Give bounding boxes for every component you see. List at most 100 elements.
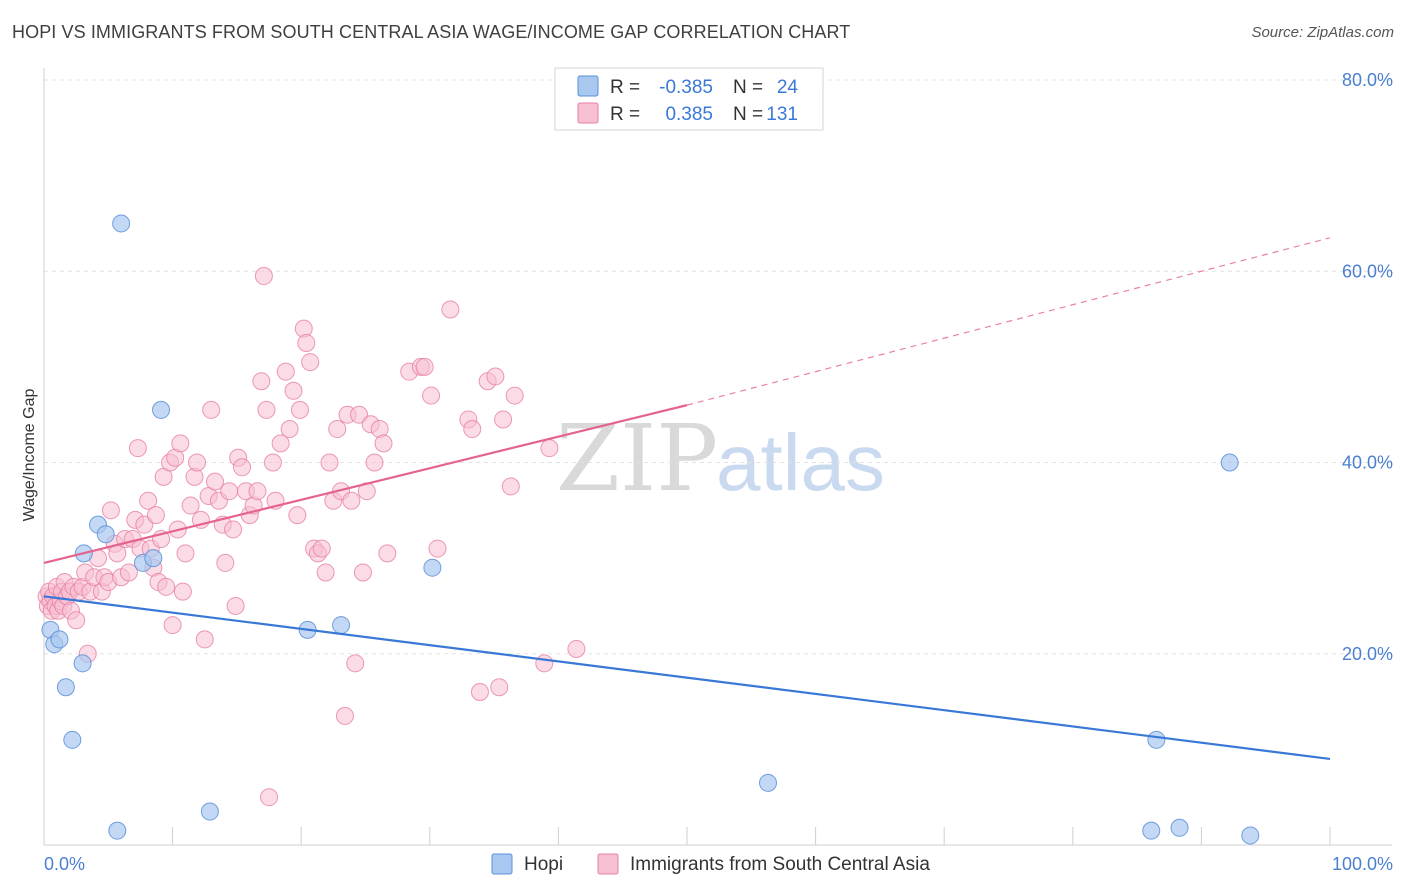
hopi-point-4 xyxy=(63,730,82,749)
immigrants-point-124 xyxy=(535,654,554,673)
immigrants-point-64 xyxy=(216,553,235,572)
immigrants-point-116 xyxy=(463,420,482,439)
axes xyxy=(43,68,1392,846)
immigrants-point-60 xyxy=(202,400,221,419)
chart-title: HOPI VS IMMIGRANTS FROM SOUTH CENTRAL AS… xyxy=(12,22,851,42)
immigrants-point-112 xyxy=(422,386,441,405)
immigrants-point-80 xyxy=(271,434,290,453)
hopi-point-18 xyxy=(759,773,778,792)
legend-n-value-immigrants: 131 xyxy=(766,104,798,125)
hopi-point-14 xyxy=(200,802,219,821)
hopi-point-5 xyxy=(73,654,92,673)
hopi-point-10 xyxy=(112,214,131,233)
legend-r-value-immigrants: 0.385 xyxy=(665,104,713,125)
bottom-legend-swatch-hopi xyxy=(491,853,513,875)
legend-swatch-immigrants xyxy=(577,102,599,124)
immigrants-point-38 xyxy=(135,515,154,534)
immigrants-point-114 xyxy=(441,300,460,319)
watermark: ZIP atlas xyxy=(556,405,885,512)
immigrants-point-93 xyxy=(320,453,339,472)
immigrants-point-66 xyxy=(224,520,243,539)
immigrants-point-39 xyxy=(139,491,158,510)
y-tick-label-80: 80.0% xyxy=(1342,70,1393,90)
immigrants-point-54 xyxy=(181,496,200,515)
legend-box xyxy=(554,67,824,131)
correlation-legend: R = -0.385 N = 24 R = 0.385 N = 131 xyxy=(554,67,824,131)
immigrants-point-53 xyxy=(176,544,195,563)
immigrants-point-121 xyxy=(494,410,513,429)
hopi-point-20 xyxy=(1147,730,1166,749)
immigrants-point-81 xyxy=(276,362,295,381)
immigrants-trend-line xyxy=(43,404,688,564)
bottom-legend-swatch-immigrants xyxy=(597,853,619,875)
immigrants-point-33 xyxy=(119,563,138,582)
immigrants-point-108 xyxy=(378,544,397,563)
hopi-point-9 xyxy=(108,821,127,840)
hopi-point-19 xyxy=(1142,821,1161,840)
hopi-point-13 xyxy=(152,400,171,419)
immigrants-point-100 xyxy=(346,654,365,673)
legend-r-label-immigrants: R = xyxy=(610,104,640,125)
grid-lines xyxy=(44,79,1392,655)
legend-n-label-hopi: N = xyxy=(733,77,763,98)
series-legend: Hopi Immigrants from South Central Asia xyxy=(491,853,930,875)
immigrants-point-123 xyxy=(505,386,524,405)
legend-r-value-hopi: -0.385 xyxy=(659,77,713,98)
hopi-point-23 xyxy=(1241,826,1260,845)
immigrants-trend-extension xyxy=(686,237,1331,406)
hopi-point-12 xyxy=(144,549,163,568)
immigrants-point-69 xyxy=(233,458,252,477)
hopi-point-3 xyxy=(56,678,75,697)
y-tick-label-60: 60.0% xyxy=(1342,261,1393,281)
immigrants-point-88 xyxy=(301,353,320,372)
hopi-point-2 xyxy=(50,630,69,649)
immigrants-point-83 xyxy=(284,381,303,400)
immigrants-point-111 xyxy=(415,357,434,376)
immigrants-point-82 xyxy=(280,420,299,439)
immigrants-point-46 xyxy=(157,577,176,596)
legend-n-label-immigrants: N = xyxy=(733,104,763,125)
immigrants-point-122 xyxy=(501,477,520,496)
immigrants-point-52 xyxy=(173,582,192,601)
immigrants-point-78 xyxy=(263,453,282,472)
source-label: Source: ZipAtlas.com xyxy=(1251,24,1394,41)
immigrants-point-48 xyxy=(163,616,182,635)
immigrants-point-120 xyxy=(490,678,509,697)
hopi-point-22 xyxy=(1220,453,1239,472)
y-tick-label-40: 40.0% xyxy=(1342,453,1393,473)
immigrants-point-73 xyxy=(248,482,267,501)
bottom-legend-label-immigrants: Immigrants from South Central Asia xyxy=(630,854,930,875)
watermark-zip: ZIP xyxy=(556,405,718,512)
immigrants-point-51 xyxy=(171,434,190,453)
immigrants-point-84 xyxy=(288,506,307,525)
legend-swatch-hopi xyxy=(577,75,599,97)
x-tick-label-0: 0.0% xyxy=(44,854,85,874)
immigrants-point-99 xyxy=(342,491,361,510)
hopi-point-16 xyxy=(332,616,351,635)
immigrants-point-125 xyxy=(540,439,559,458)
immigrants-point-107 xyxy=(374,434,393,453)
immigrants-point-92 xyxy=(316,563,335,582)
immigrants-point-75 xyxy=(254,267,273,286)
immigrants-point-56 xyxy=(188,453,207,472)
immigrants-point-91 xyxy=(312,539,331,558)
immigrants-point-126 xyxy=(567,639,586,658)
bottom-legend-label-hopi: Hopi xyxy=(524,854,563,875)
immigrants-point-74 xyxy=(252,372,271,391)
immigrants-point-117 xyxy=(470,683,489,701)
x-tick-label-100: 100.0% xyxy=(1332,854,1393,874)
x-tick-labels: 0.0% 100.0% xyxy=(44,854,1393,874)
immigrants-point-28 xyxy=(101,501,120,520)
hopi-points xyxy=(41,214,1260,845)
immigrants-point-95 xyxy=(328,420,347,439)
legend-n-value-hopi: 24 xyxy=(777,77,799,98)
hopi-point-17 xyxy=(423,558,442,577)
immigrants-points xyxy=(37,267,586,807)
immigrants-point-102 xyxy=(353,563,372,582)
immigrants-point-76 xyxy=(257,400,276,419)
y-axis-label: Wage/Income Gap xyxy=(21,389,38,522)
y-tick-labels: 20.0% 40.0% 60.0% 80.0% xyxy=(1342,70,1393,664)
immigrants-point-113 xyxy=(428,539,447,558)
hopi-point-8 xyxy=(96,525,115,544)
